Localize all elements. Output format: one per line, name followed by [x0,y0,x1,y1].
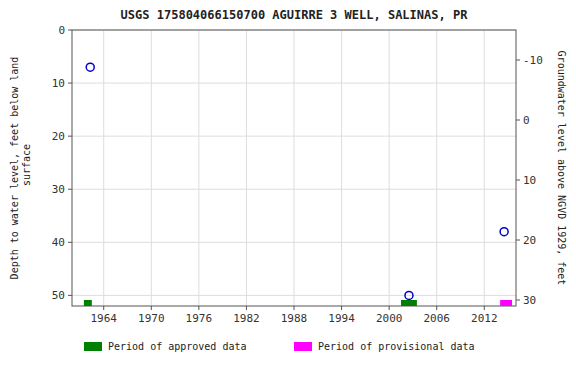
y-tick-label: 0 [58,24,65,37]
y-tick [68,295,72,296]
y2-tick-label: 30 [523,294,536,307]
y-tick [68,136,72,137]
legend: Period of approved data Period of provisi… [84,341,475,352]
y-axis-label-line: surface [21,144,32,192]
y-tick [68,242,72,243]
period-bar [401,300,417,306]
x-tick [294,306,295,310]
x-tick [246,306,247,310]
title: USGS 175804066150700 AGUIRRE 3 WELL, SAL… [121,8,469,22]
y2-tick [516,240,520,241]
x-tick [198,306,199,310]
y2-tick-label: -10 [523,54,543,67]
data-point [405,291,413,299]
period-bar [500,300,512,306]
grid [72,30,516,306]
x-grid-line [246,30,247,306]
x-tick [103,306,104,310]
x-grid-line [436,30,437,306]
x-grid-line [484,30,485,306]
y-tick-label: 30 [52,183,65,196]
y2-tick [516,300,520,301]
y-tick-label: 10 [52,77,65,90]
x-tick-label: 1988 [281,312,308,325]
x-grid-line [151,30,152,306]
y2-axis-label: Groundwater level above NGVD 1929, feet [556,51,567,286]
y-tick-label: 20 [52,130,65,143]
x-tick-label: 1994 [328,312,355,325]
y-axis-label-line: Depth to water level, feet below land [9,57,20,280]
x-tick [484,306,485,310]
x-grid-line [294,30,295,306]
x-tick-label: 2000 [376,312,403,325]
y-axis-label: Depth to water level, feet below land su… [9,57,32,280]
y-grid-line [72,295,516,296]
y2-tick [516,120,520,121]
x-tick [341,306,342,310]
x-grid-line [103,30,104,306]
plot-frame [72,30,516,306]
period-bar [84,300,92,306]
y2-tick-label: 10 [523,174,536,187]
x-tick-label: 1964 [90,312,117,325]
x-grid-line [389,30,390,306]
y2-tick-label: 20 [523,234,536,247]
y-grid-line [72,242,516,243]
x-tick-label: 1970 [138,312,165,325]
x-grid-line [341,30,342,306]
data-point [500,228,508,236]
y-tick [68,189,72,190]
y-tick [68,83,72,84]
legend-swatch [294,342,312,351]
y-tick-label: 40 [52,236,65,249]
x-grid-line [198,30,199,306]
y-grid-line [72,136,516,137]
y2-tick [516,180,520,181]
x-tick-label: 2012 [471,312,498,325]
axes: 1964 1970 1976 1982 1988 1994 2000 2006 2012 0 10 2… [52,24,543,325]
x-tick-label: 1982 [233,312,260,325]
chart: 1964 1970 1976 1982 1988 1994 2000 2006 2012 0 10 2… [0,0,576,384]
x-tick [436,306,437,310]
y-grid-line [72,83,516,84]
x-tick [151,306,152,310]
y2-tick-label: 0 [523,114,530,127]
y-tick-label: 50 [52,289,65,302]
legend-label: Period of provisional data [318,341,475,352]
x-tick-label: 2006 [423,312,450,325]
y2-tick [516,60,520,61]
legend-swatch [84,342,102,351]
y-grid-line [72,189,516,190]
data-point [86,63,94,71]
x-tick [389,306,390,310]
y-tick [68,30,72,31]
data [84,63,512,306]
x-tick-label: 1976 [186,312,213,325]
legend-label: Period of approved data [108,341,246,352]
